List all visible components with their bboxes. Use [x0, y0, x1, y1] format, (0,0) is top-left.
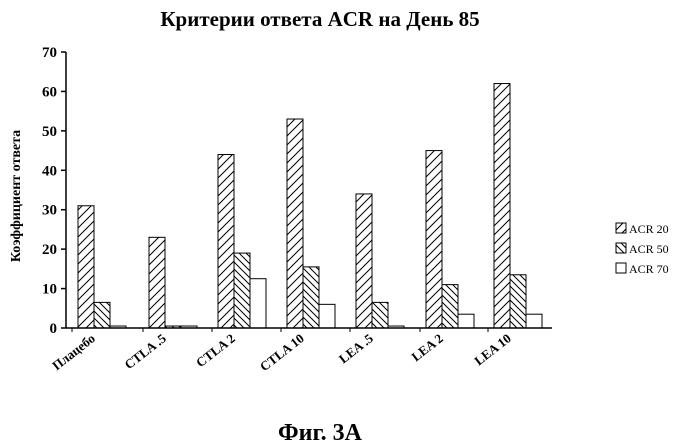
x-category-label: LEA .5: [336, 330, 376, 366]
bar-acr-70: [319, 304, 335, 328]
chart-title: Критерии ответа ACR на День 85: [160, 7, 479, 31]
bar-acr-50: [94, 302, 110, 328]
x-category-label: CTLA 10: [257, 331, 307, 375]
y-tick-label: 50: [42, 124, 57, 140]
x-axis: ПлацебоCTLA .5CTLA 2CTLA 10LEA .5LEA 2LE…: [49, 330, 514, 374]
bar-acr-70: [250, 279, 266, 328]
y-tick-label: 30: [42, 203, 57, 219]
legend-swatch: [616, 243, 626, 253]
legend-swatch: [616, 263, 626, 273]
x-category-label: CTLA .5: [121, 330, 169, 372]
bar-acr-20: [287, 119, 303, 328]
bar-acr-20: [426, 151, 442, 328]
bar-acr-50: [510, 275, 526, 328]
figure-caption: Фиг. 3А: [278, 420, 363, 444]
bar-acr-20: [218, 155, 234, 328]
y-tick-label: 10: [42, 282, 57, 298]
legend-label: ACR 70: [629, 262, 669, 276]
bar-acr-50: [234, 253, 250, 328]
legend: ACR 20 ACR 50 ACR 70: [616, 222, 669, 276]
bar-acr-20: [494, 84, 510, 328]
bar-acr-70: [458, 314, 474, 328]
y-tick-label: 20: [42, 242, 57, 258]
bar-acr-50: [442, 285, 458, 328]
y-axis-label: Коэффициент ответа: [9, 130, 24, 262]
y-tick-label: 70: [42, 45, 57, 61]
bar-acr-20: [78, 206, 94, 328]
y-tick-label: 60: [42, 84, 57, 100]
y-tick-label: 40: [42, 163, 57, 179]
x-category-label: LEA 10: [471, 331, 514, 369]
y-tick-label: 0: [50, 321, 58, 337]
y-axis: 0 10 20 30 40 50 60 70: [42, 45, 66, 337]
legend-label: ACR 20: [629, 222, 669, 236]
legend-swatch: [616, 223, 626, 233]
bar-acr-20: [149, 237, 165, 328]
x-category-label: LEA 2: [408, 331, 445, 365]
bar-acr-70: [526, 314, 542, 328]
bars-group: [72, 84, 542, 332]
bar-acr-20: [356, 194, 372, 328]
legend-label: ACR 50: [629, 242, 669, 256]
bar-acr-50: [303, 267, 319, 328]
x-category-label: CTLA 2: [193, 331, 238, 371]
bar-acr-50: [372, 302, 388, 328]
